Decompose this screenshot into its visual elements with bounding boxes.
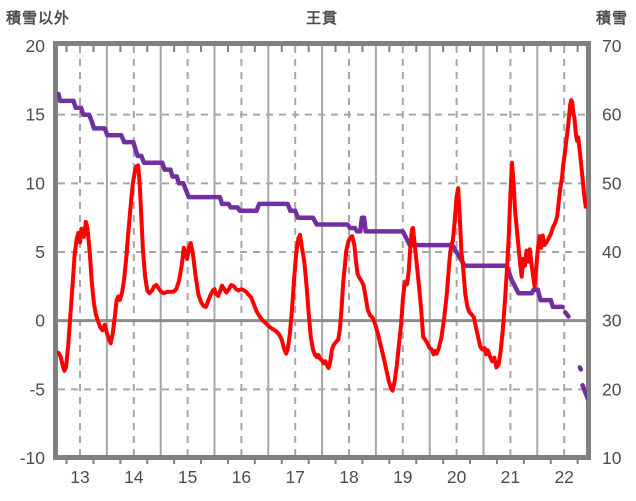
y-right-tick-label: 40 [602,242,622,262]
x-tick-label: 22 [554,467,573,487]
left-axis-label: 積雪以外 [6,10,71,27]
snow-line-dashed [577,365,584,372]
y-right-tick-label: 10 [602,448,622,468]
x-tick-label: 17 [285,467,304,487]
y-left-tick-label: 20 [26,36,46,56]
series-group [57,91,587,401]
y-right-tick-label: 70 [602,36,622,56]
x-tick-label: 15 [178,467,197,487]
y-right-tick-label: 20 [602,379,622,399]
x-tick-label: 20 [447,467,467,487]
x-tick-label: 21 [501,467,520,487]
x-tick-label: 14 [124,467,144,487]
y-right-tick-label: 50 [602,173,622,193]
y-left-tick-label: 10 [26,173,46,193]
y-right-tick-label: 60 [602,105,622,125]
x-tick-label: 13 [70,467,89,487]
x-tick-label: 19 [393,467,412,487]
snow-line [57,91,565,310]
y-left-tick-label: -5 [29,379,45,399]
y-right-tick-label: 30 [602,311,622,331]
snow-line-dashed [580,382,587,401]
temperature-line [57,98,587,393]
plot-border [53,41,591,460]
right-axis-label: 積雪 [595,10,628,27]
y-left-tick-label: 15 [26,105,45,125]
y-left-tick-label: 5 [35,242,45,262]
y-left-tick-label: -10 [20,448,46,468]
x-tick-label: 16 [232,467,251,487]
y-left-tick-label: 0 [35,311,45,331]
snow-line-dashed [563,310,571,319]
chart-title: 王貫 [305,10,338,27]
x-tick-label: 18 [339,467,358,487]
